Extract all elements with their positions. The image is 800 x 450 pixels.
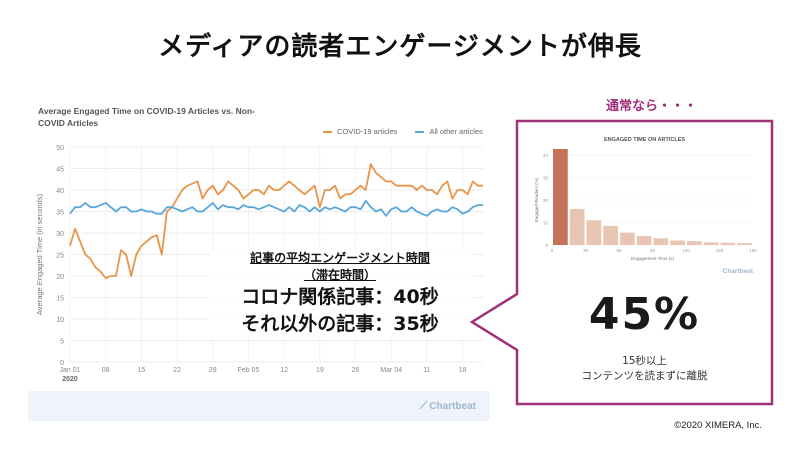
legend-item-covid: COVID-19 articles xyxy=(323,127,397,136)
callout-label: 通常なら・・・ xyxy=(606,99,698,114)
x-tick-label: Mar 04 xyxy=(380,367,402,374)
annotation-heading-line1: 記事の平均エンゲージメント時間 xyxy=(250,251,430,265)
series-line-covid xyxy=(69,163,483,280)
legend-label-covid: COVID-19 articles xyxy=(337,127,398,136)
chartbeat-logo: ⟋ Chartbeat xyxy=(420,400,476,413)
histogram-bar xyxy=(603,225,618,245)
callout-box: ENGAGED TIME ON ARTICLES 0 10 20 30 40 0 30 60 9… xyxy=(518,121,771,403)
mini-chart-title: ENGAGED TIME ON ARTICLES xyxy=(603,137,686,143)
mini-y-tick-label: 0 xyxy=(545,243,548,248)
y-tick-label: 5 xyxy=(60,339,64,346)
histogram-bar xyxy=(636,236,652,245)
legend-label-other: All other articles xyxy=(429,127,483,136)
engaged-time-histogram: 0 10 20 30 40 0 30 60 90 120 150 180 Engagement Time… xyxy=(534,149,757,261)
y-tick-label: 50 xyxy=(56,145,64,152)
mini-chartbeat-logo: Chartbeat xyxy=(723,268,753,275)
annotation-other-line: それ以外の記事：35秒 xyxy=(241,313,439,335)
annotation-covid-line: コロナ関係記事：40秒 xyxy=(241,286,439,308)
mini-chartbeat-logo-text: Chartbeat xyxy=(722,268,753,275)
histogram-bar xyxy=(553,149,568,245)
x-tick-label: 26 xyxy=(352,367,360,374)
x-tick-label: 08 xyxy=(102,367,110,374)
histogram-bar xyxy=(670,240,685,245)
y-tick-label: 10 xyxy=(56,317,64,324)
y-tick-label: 40 xyxy=(56,188,64,195)
y-tick-label: 45 xyxy=(56,167,64,174)
x-tick-label: 29 xyxy=(209,367,217,374)
x-tick-label: Jan 01 xyxy=(59,367,80,374)
mini-x-tick-label: 180 xyxy=(749,248,757,253)
mini-y-tick-label: 20 xyxy=(543,198,549,203)
legend-item-other: All other articles xyxy=(415,127,483,136)
mini-x-tick-label: 30 xyxy=(583,248,589,253)
y-axis-label: Average Engaged Time (in seconds) xyxy=(35,193,44,315)
bounce-description-line2: コンテンツを読まずに離脱 xyxy=(581,370,708,382)
legend-swatch-covid xyxy=(323,130,332,133)
chart-title: Average Engaged Time on COVID-19 Article… xyxy=(38,106,255,128)
x-tick-label: 12 xyxy=(280,367,288,374)
chart-legend: COVID-19 articles All other articles xyxy=(323,127,483,136)
x-tick-label: 22 xyxy=(173,367,181,374)
y-tick-label: 30 xyxy=(56,231,64,238)
histogram-bar xyxy=(569,209,585,245)
mini-x-tick-label: 90 xyxy=(650,248,656,253)
mini-x-tick-label: 0 xyxy=(551,248,554,253)
y-tick-label: 20 xyxy=(56,274,64,281)
mini-y-tick-label: 40 xyxy=(543,153,549,158)
mini-y-tick-label: 10 xyxy=(543,221,549,226)
bounce-description: 15秒以上 コンテンツを読まずに離脱 xyxy=(518,354,771,384)
mini-y-axis-label: Engaged Readers (%) xyxy=(534,177,539,222)
histogram-bar xyxy=(703,242,719,245)
annotation-heading-line2: （滞在時間） xyxy=(303,268,376,282)
y-tick-label: 15 xyxy=(56,296,64,303)
engagement-annotation: 記事の平均エンゲージメント時間 （滞在時間） コロナ関係記事：40秒 それ以外の… xyxy=(210,250,470,338)
mini-y-tick-label: 30 xyxy=(543,176,549,181)
histogram-bar xyxy=(737,243,752,245)
chartbeat-mark-icon: ⟋ xyxy=(419,400,428,412)
bounce-description-line1: 15秒以上 xyxy=(622,355,667,367)
x-tick-label: 15 xyxy=(137,367,145,374)
mini-x-tick-label: 120 xyxy=(682,248,690,253)
chart-footer-band xyxy=(28,391,490,421)
histogram-bar xyxy=(653,238,669,245)
chartbeat-logo-text: Chartbeat xyxy=(429,401,476,412)
histogram-bar xyxy=(620,232,635,245)
copyright: ©2020 XIMERA, Inc. xyxy=(674,420,762,431)
x-tick-sublabel: 2020 xyxy=(62,376,78,383)
x-tick-label: 18 xyxy=(459,367,467,374)
histogram-bar xyxy=(720,242,736,245)
y-tick-label: 25 xyxy=(56,253,64,260)
mini-x-tick-label: 60 xyxy=(616,248,622,253)
slide-title: メディアの読者エンゲージメントが伸長 xyxy=(158,32,642,62)
histogram-bar xyxy=(586,220,602,245)
bounce-percent: 45% xyxy=(588,289,701,340)
mini-x-tick-label: 150 xyxy=(716,248,724,253)
x-tick-label: Feb 05 xyxy=(238,367,260,374)
x-tick-label: 19 xyxy=(316,367,324,374)
mini-x-axis-label: Engagement Time (s) xyxy=(631,256,675,261)
x-tick-label: 11 xyxy=(423,367,430,374)
y-tick-label: 0 xyxy=(60,360,64,367)
histogram-bar xyxy=(687,241,702,245)
y-tick-label: 35 xyxy=(56,210,64,217)
series-line-other xyxy=(69,199,483,217)
legend-swatch-other xyxy=(415,130,425,133)
